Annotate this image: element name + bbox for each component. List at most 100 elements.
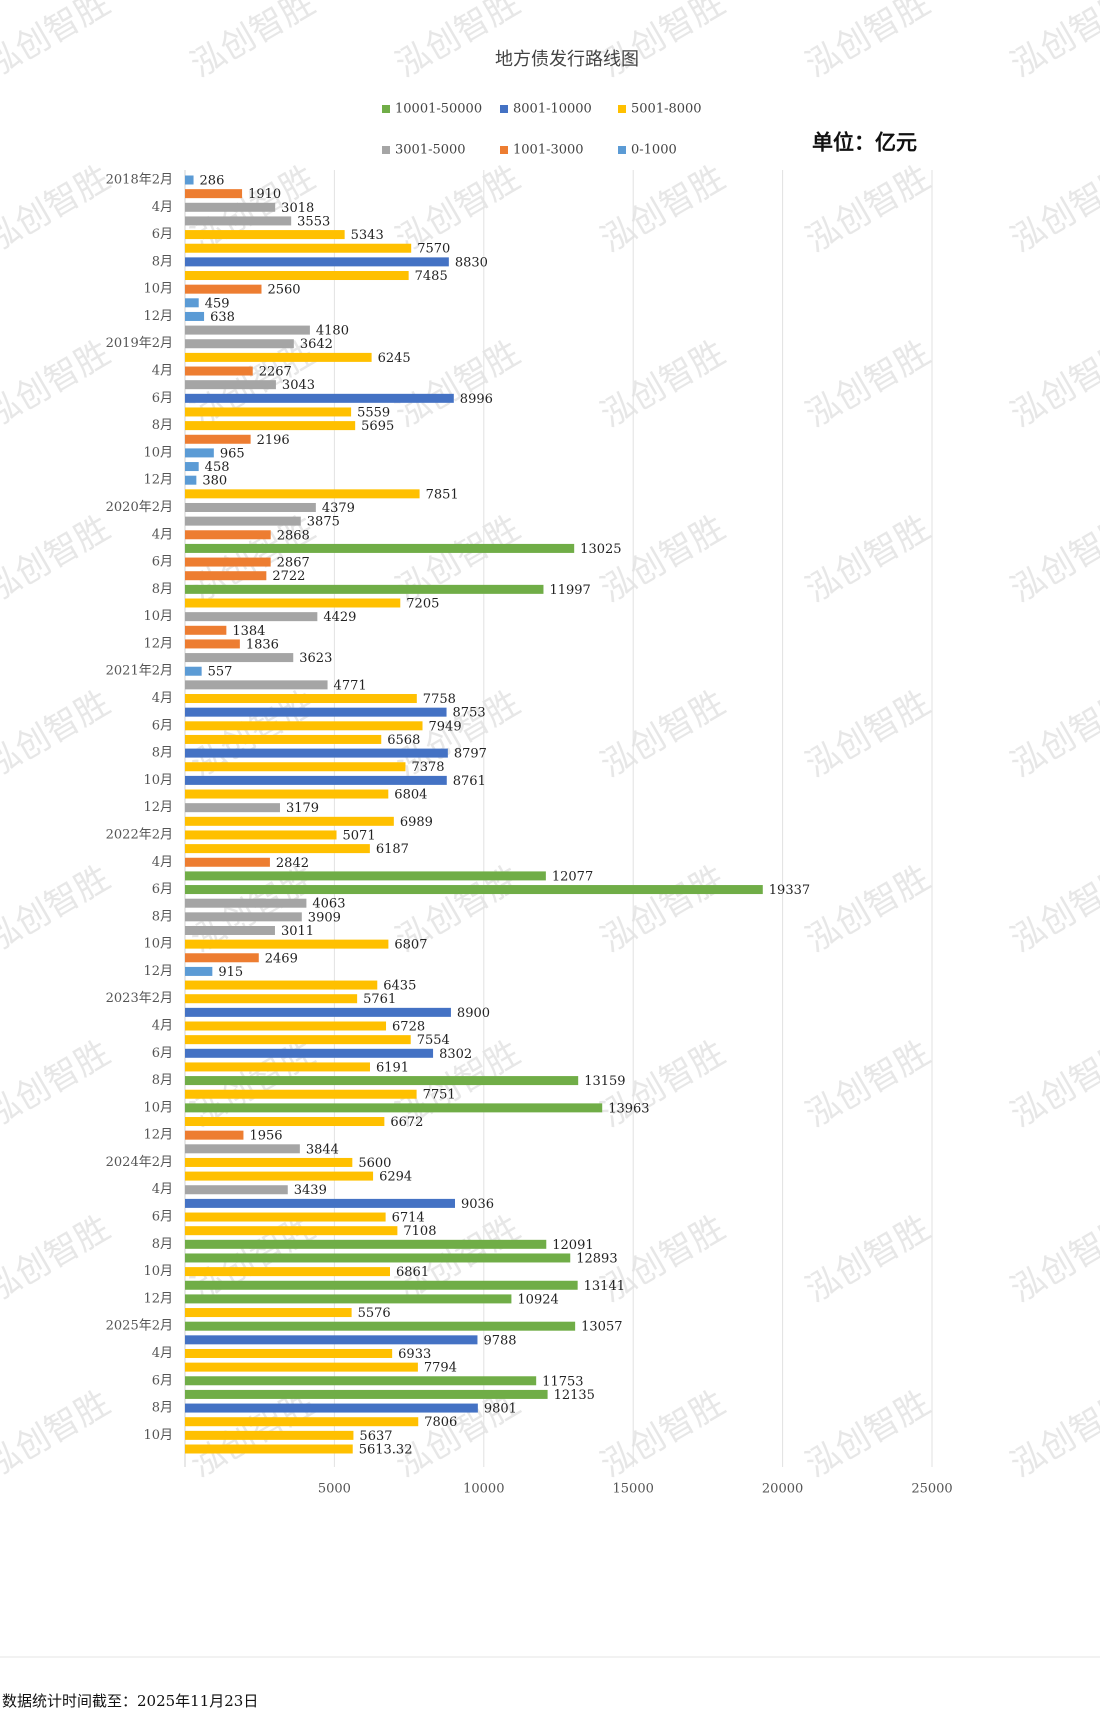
value-label: 12091 [552,1238,593,1253]
bar [185,598,401,608]
y-tick-label: 10月 [143,282,173,297]
bar [185,543,575,553]
legend-swatch [618,146,626,154]
watermark: 泓创智胜 [799,158,937,261]
bar [185,1062,370,1072]
value-label: 6861 [396,1265,429,1280]
y-tick-label: 10月 [143,773,173,788]
bar [185,994,358,1004]
bar [185,925,275,935]
watermark: 泓创智胜 [1004,158,1100,261]
value-label: 13057 [581,1320,622,1335]
bar [185,816,394,826]
watermark: 泓创智胜 [799,1033,937,1136]
y-tick-label: 10月 [143,1428,173,1443]
y-tick-label: 6月 [152,391,173,406]
bar [185,571,267,581]
y-tick-label: 8月 [152,582,173,597]
bar [185,516,301,526]
bar [185,912,302,922]
value-label: 6191 [376,1060,409,1075]
value-label: 8753 [453,706,486,721]
bar [185,298,199,308]
watermark: 泓创智胜 [0,508,117,611]
legend-swatch [500,146,508,154]
value-label: 7751 [423,1088,456,1103]
y-tick-label: 12月 [143,473,173,488]
bar [185,803,280,813]
bar [185,1389,548,1399]
watermark: 泓创智胜 [594,333,732,436]
bar [185,489,420,499]
value-label: 6804 [394,788,427,803]
value-label: 6294 [379,1170,412,1185]
bar [185,1308,352,1318]
watermark: 泓创智胜 [1004,1208,1100,1311]
bar [185,1130,244,1140]
value-label: 7758 [423,692,456,707]
y-tick-label: 6月 [152,1046,173,1061]
value-label: 965 [220,446,245,461]
value-label: 8900 [457,1006,490,1021]
legend-swatch [618,105,626,113]
value-label: 9788 [483,1333,516,1348]
legend-swatch [500,105,508,113]
value-label: 3179 [286,801,319,816]
legend-label: 1001-3000 [513,143,584,158]
value-label: 2560 [267,283,300,298]
value-label: 5559 [357,405,390,420]
value-label: 8302 [439,1047,472,1062]
bar [185,1089,417,1099]
value-label: 19337 [769,883,810,898]
y-tick-label: 4月 [152,855,173,870]
bar [185,339,294,349]
value-label: 1384 [232,624,265,639]
bar [185,189,243,199]
watermark: 泓创智胜 [389,508,527,611]
bar [185,857,270,867]
bar [185,721,423,731]
bar [185,844,370,854]
value-label: 4063 [312,897,345,912]
value-label: 557 [208,665,233,680]
value-label: 4180 [316,324,349,339]
watermark: 泓创智胜 [1004,333,1100,436]
watermark: 泓创智胜 [799,1383,937,1486]
value-label: 13025 [580,542,621,557]
bar [185,625,227,635]
value-label: 3909 [308,910,341,925]
watermark: 泓创智胜 [1004,858,1100,961]
value-label: 8830 [455,255,488,270]
bar [185,311,205,321]
y-tick-label: 6月 [152,718,173,733]
value-label: 13963 [608,1101,649,1116]
bar [185,530,271,540]
y-tick-label: 2019年2月 [106,336,173,351]
bar [185,448,214,458]
y-tick-label: 4月 [152,691,173,706]
value-label: 1836 [246,637,279,652]
value-label: 8761 [453,774,486,789]
value-label: 3623 [299,651,332,666]
bar [185,1321,576,1331]
bar [185,502,316,512]
x-tick-label: 5000 [318,1482,351,1497]
legend-label: 10001-50000 [395,102,482,117]
watermark: 泓创智胜 [0,0,117,86]
value-label: 2722 [272,569,305,584]
y-tick-label: 4月 [152,1346,173,1361]
y-tick-label: 10月 [143,445,173,460]
bar [185,775,447,785]
y-tick-label: 8月 [152,254,173,269]
watermark: 泓创智胜 [1004,1033,1100,1136]
bar [185,966,213,976]
value-label: 6245 [378,351,411,366]
value-label: 6933 [398,1347,431,1362]
value-label: 13141 [584,1279,625,1294]
value-label: 4429 [323,610,356,625]
y-tick-label: 10月 [143,609,173,624]
bar [185,1212,386,1222]
value-label: 915 [218,965,243,980]
bar [185,1376,537,1386]
